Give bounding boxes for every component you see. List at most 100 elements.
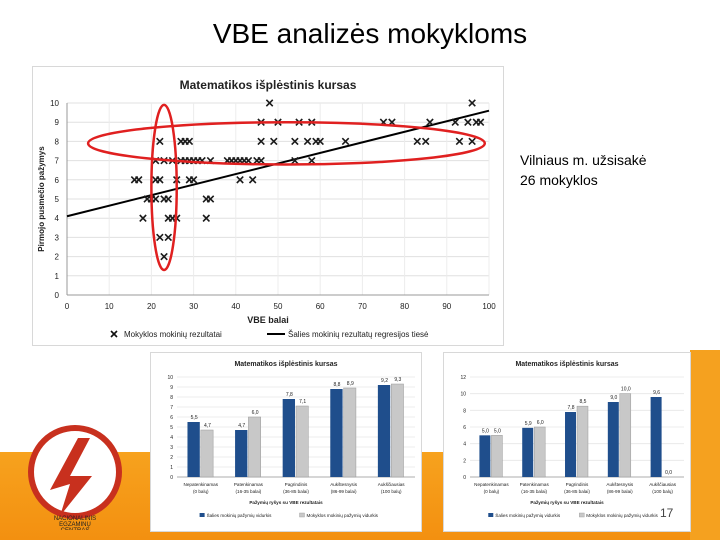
scatter-point [257,137,265,146]
scatter-point-stroke [139,214,147,222]
bar-ytick: 2 [463,458,466,464]
bar-ytick: 9 [170,385,173,391]
bar-data-label: 8,8 [333,382,340,388]
scatter-point-stroke [236,176,244,184]
scatter-point [303,137,312,146]
bar [187,422,200,477]
scatter-point-stroke [270,137,278,146]
scatter-point-stroke [189,176,198,184]
bar [576,405,589,478]
note-line-2: 26 mokyklos [520,172,598,188]
nec-logo: NACIONALINIS EGZAMINŲ CENTRAS [28,425,122,530]
scatter-point [316,137,324,146]
page-number: 17 [660,506,674,520]
bar [390,383,404,478]
scatter-point-stroke [134,176,143,184]
scatter-point-stroke [156,176,164,184]
legend-markers-label: Mokyklos mokinių rezultatai [124,330,222,339]
scatter-xtick: 60 [316,302,325,311]
scatter-point [451,118,460,126]
schools-note: Vilniaus m. užsisakė 26 mokyklos [520,150,647,190]
scatter-point [156,176,164,184]
scatter-point [257,156,265,165]
bar-data-label: 8,9 [347,381,354,387]
bar-legend-swatch [199,513,205,517]
scatter-xlabel: VBE balai [247,315,289,325]
scatter-point [291,137,299,146]
bar-category-label: Aukščiausias [649,482,677,487]
bar-data-label: 4,7 [204,423,211,429]
bar-legend-swatch [299,512,305,518]
bar-ytick: 4 [170,435,173,441]
scatter-xtick: 20 [147,302,156,311]
scatter-point [185,137,194,146]
scatter-point-stroke [206,195,215,203]
scatter-point [134,176,143,184]
bar [295,405,309,478]
bar-category-label: (16-35 balai) [521,489,547,494]
bar-category-label: Aukštesnysis [606,482,634,487]
orange-side-band [690,350,720,540]
bar-data-label: 9,6 [653,390,660,396]
bar-ytick: 6 [463,425,466,431]
bar-ytick: 12 [460,375,466,381]
scatter-xtick: 30 [189,302,198,311]
scatter-point-stroke [413,137,422,146]
bar [650,397,662,477]
scatter-point-stroke [151,195,160,203]
bar-data-label: 9,3 [394,377,401,383]
bar-data-label: 10,0 [621,387,631,393]
bar [343,387,357,478]
bar-category-label: Patenkinamas [234,482,264,487]
scatter-point [413,137,422,146]
scatter-point [164,195,173,203]
scatter-point-stroke [265,99,274,107]
scatter-point [160,252,168,261]
scatter-xtick: 40 [231,302,240,311]
scatter-point [426,118,434,126]
scatter-point-stroke [341,137,350,146]
highlight-ellipse [150,103,178,272]
scatter-point-stroke [307,156,316,165]
bar-data-label: 9,2 [381,378,388,384]
scatter-point [236,176,244,184]
scatter-xtick: 50 [274,302,283,311]
legend-marker-swatch [110,330,118,338]
bar-ytick: 8 [170,395,173,401]
bar [200,429,214,478]
scatter-xtick: 100 [482,302,496,311]
scatter-point-stroke [160,252,168,261]
scatter-point-stroke [476,118,485,126]
scatter-point [202,214,211,222]
scatter-ylabel: Pirmojo pusmečio pažymys [37,146,46,252]
scatter-point [156,233,164,242]
highlight-ellipse [86,120,487,166]
bar-ytick: 0 [463,475,466,481]
bar-category-label: (0 balų) [484,489,500,494]
bar-category-label: (100 balų) [381,489,402,494]
scatter-point [139,214,147,222]
bar-legend-swatch [488,513,494,517]
scatter-point [270,137,278,146]
bar-category-label: (36-85 balai) [283,489,309,494]
bar-data-label: 7,8 [568,405,575,411]
scatter-point-stroke [468,137,476,146]
bar-category-label: (100 balų) [652,489,673,494]
bar-category-label: (0 balų) [193,489,209,494]
bar [282,399,295,477]
bar [565,412,576,477]
bar [248,416,261,478]
bar-category-label: Pagrindinis [285,482,308,487]
scatter-xtick: 80 [400,302,409,311]
bar-data-label: 5,5 [191,415,198,421]
bar-ytick: 4 [463,442,466,448]
scatter-point-stroke [291,156,299,165]
scatter-point-stroke [202,214,211,222]
scatter-point-stroke [156,137,164,146]
bar-ytick: 3 [170,445,173,451]
bar-category-label: Nepatenkinamas [184,482,219,487]
scatter-point-stroke [257,137,265,146]
scatter-point [265,99,274,107]
bar-data-label: 4,7 [238,423,245,429]
scatter-point-stroke [257,156,265,165]
